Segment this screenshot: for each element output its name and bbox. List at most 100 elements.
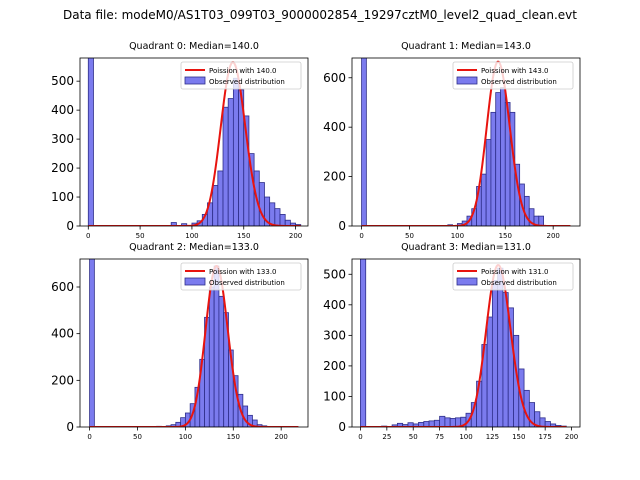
q2-y-tick-label: 0 xyxy=(66,420,74,434)
q0-y-tick-label: 200 xyxy=(51,161,74,175)
q3-x-tick-label: 150 xyxy=(512,433,525,441)
q2-legend-label-poisson: Poission with 133.0 xyxy=(209,268,277,276)
q0-x-tick-label: 200 xyxy=(289,232,302,240)
quadrant-3-chart: 0 25 50 75 100 125 150 175 200 0 100 200 300 400 500 Qu… xyxy=(323,242,581,441)
q0-legend: Poission with 140.0 Observed distribution xyxy=(180,61,302,90)
q3-x-tick-label: 0 xyxy=(358,433,362,441)
q3-x-tick-label: 200 xyxy=(565,433,578,441)
q3-y-tick-label: 400 xyxy=(323,298,346,312)
q0-histogram-bar xyxy=(217,170,224,226)
q3-histogram-bar xyxy=(497,267,504,427)
q3-legend-label-observed: Observed distribution xyxy=(481,279,557,287)
q3-x-tick-label: 25 xyxy=(382,433,391,441)
q3-legend-label-poisson: Poission with 131.0 xyxy=(481,268,549,276)
figure-suptitle: Data file: modeM0/AS1T03_099T03_90000028… xyxy=(63,8,577,22)
q2-histogram-bar xyxy=(89,259,95,427)
q1-histogram-bar xyxy=(480,173,487,226)
q3-x-tick-label: 50 xyxy=(409,433,418,441)
q1-histogram-bar xyxy=(495,92,501,226)
q3-y-tick-label: 500 xyxy=(323,267,346,281)
q1-histogram-bar xyxy=(524,195,530,226)
q1-poisson-curve xyxy=(361,60,571,226)
q3-poisson-curve xyxy=(360,264,567,427)
q2-histogram-bar xyxy=(252,419,258,427)
q1-y-tick-label: 600 xyxy=(323,71,346,85)
q0-histogram-bar xyxy=(279,214,286,226)
q0-histogram-bar xyxy=(269,202,276,226)
q3-x-tick-label: 100 xyxy=(459,433,472,441)
q0-poisson-curve xyxy=(88,61,301,226)
q3-histogram-bar xyxy=(491,279,499,427)
q0-title: Quadrant 0: Median=140.0 xyxy=(129,41,259,52)
q2-legend: Poission with 133.0 Observed distribution xyxy=(180,262,302,291)
quadrant-3-plot-area xyxy=(360,259,567,427)
q0-x-tick-label: 0 xyxy=(86,232,90,240)
q3-x-tick-label: 175 xyxy=(538,433,551,441)
q1-axes-frame xyxy=(351,57,581,227)
q1-legend-bar-swatch xyxy=(456,76,478,85)
q1-legend: Poission with 143.0 Observed distribution xyxy=(452,61,574,90)
quadrant-1-chart: 0 50 100 150 200 0 200 400 600 Quadrant 1: Median… xyxy=(323,41,581,240)
q0-x-tick-label: 150 xyxy=(237,232,250,240)
quadrant-0-plot-area xyxy=(87,58,302,226)
q1-legend-label-observed: Observed distribution xyxy=(481,78,557,86)
q3-x-tick-label: 125 xyxy=(486,433,499,441)
q0-axes-frame xyxy=(79,57,309,227)
q2-axes-frame xyxy=(79,258,309,428)
q3-y-tick-label: 300 xyxy=(323,328,346,342)
q0-histogram-bar xyxy=(232,77,239,226)
q0-legend-box xyxy=(180,61,302,90)
q1-x-tick-label: 0 xyxy=(359,232,363,240)
q2-x-tick-label: 200 xyxy=(274,433,287,441)
q3-histogram-bar xyxy=(444,417,451,427)
q1-histogram-bar xyxy=(500,87,506,226)
q0-histogram-bar xyxy=(227,98,234,226)
q0-histogram-bar xyxy=(222,106,229,226)
q3-histogram-bar xyxy=(439,415,446,427)
q2-histogram-bar xyxy=(218,295,225,427)
q1-y-tick-label: 0 xyxy=(338,219,346,233)
q0-x-tick-label: 100 xyxy=(185,232,198,240)
q1-histogram-bar xyxy=(538,215,544,226)
q1-histogram-bar xyxy=(490,111,497,226)
q0-histogram-bar xyxy=(87,58,94,226)
q2-y-tick-label: 600 xyxy=(51,280,74,294)
quadrant-0-chart: 0 50 100 150 200 0 100 200 300 400 500 Quadrant 0: … xyxy=(51,41,309,240)
q1-title: Quadrant 1: Median=143.0 xyxy=(401,41,531,52)
q1-x-tick-label: 150 xyxy=(499,232,512,240)
q3-x-tick-label: 75 xyxy=(435,433,444,441)
q0-y-tick-label: 400 xyxy=(51,103,74,117)
q2-x-tick-label: 50 xyxy=(133,433,142,441)
quadrant-2-chart: 0 50 100 150 200 0 200 400 600 Quadrant 2: Median… xyxy=(51,242,309,441)
q0-histogram-bar xyxy=(274,208,281,226)
q3-legend-box xyxy=(452,262,574,291)
q0-x-tick-label: 50 xyxy=(136,232,145,240)
q1-y-tick-label: 200 xyxy=(323,170,346,184)
q0-legend-label-observed: Observed distribution xyxy=(209,78,285,86)
quadrant-2-plot-area xyxy=(89,259,299,427)
q3-y-tick-label: 0 xyxy=(338,420,346,434)
q0-y-tick-label: 500 xyxy=(51,74,74,88)
q2-legend-label-observed: Observed distribution xyxy=(209,279,285,287)
q2-histogram-bar xyxy=(208,286,215,427)
q1-x-tick-label: 50 xyxy=(405,232,414,240)
q2-legend-box xyxy=(180,262,302,291)
q2-y-tick-label: 200 xyxy=(51,373,74,387)
q2-title: Quadrant 2: Median=133.0 xyxy=(129,242,259,253)
q3-legend-bar-swatch xyxy=(456,277,478,286)
q3-y-tick-label: 200 xyxy=(323,359,346,373)
q3-y-tick-label: 100 xyxy=(323,389,346,403)
q1-x-tick-label: 100 xyxy=(451,232,464,240)
q0-histogram-bar xyxy=(170,222,177,226)
quadrant-1-plot-area xyxy=(361,58,571,226)
q0-y-tick-label: 100 xyxy=(51,190,74,204)
q2-x-tick-label: 150 xyxy=(227,433,240,441)
q0-histogram-bar xyxy=(258,182,265,226)
q3-legend: Poission with 131.0 Observed distribution xyxy=(452,262,574,291)
q3-histogram-bar xyxy=(360,259,367,427)
q1-histogram-bar xyxy=(361,58,367,226)
q2-y-tick-label: 400 xyxy=(51,327,74,341)
q1-y-tick-label: 400 xyxy=(323,120,346,134)
